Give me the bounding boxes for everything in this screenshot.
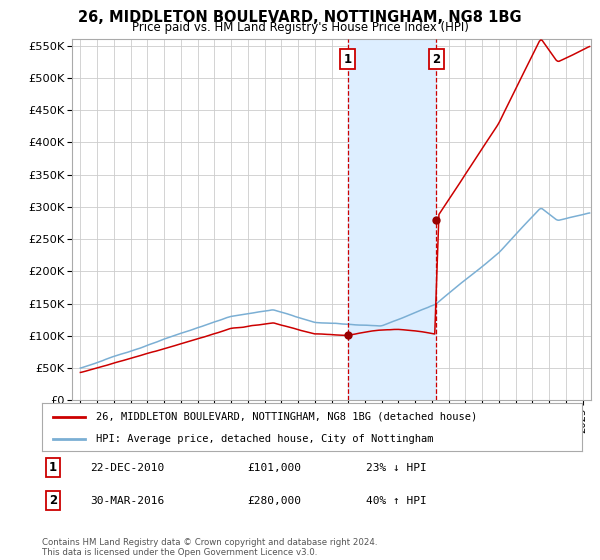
- Text: 40% ↑ HPI: 40% ↑ HPI: [366, 496, 427, 506]
- Text: HPI: Average price, detached house, City of Nottingham: HPI: Average price, detached house, City…: [96, 434, 433, 444]
- Text: 26, MIDDLETON BOULEVARD, NOTTINGHAM, NG8 1BG (detached house): 26, MIDDLETON BOULEVARD, NOTTINGHAM, NG8…: [96, 412, 477, 422]
- Text: Contains HM Land Registry data © Crown copyright and database right 2024.
This d: Contains HM Land Registry data © Crown c…: [42, 538, 377, 557]
- Text: 22-DEC-2010: 22-DEC-2010: [91, 463, 165, 473]
- Text: 23% ↓ HPI: 23% ↓ HPI: [366, 463, 427, 473]
- Text: 2: 2: [432, 53, 440, 66]
- Text: 1: 1: [344, 53, 352, 66]
- Text: £101,000: £101,000: [247, 463, 301, 473]
- Text: 2: 2: [49, 494, 57, 507]
- Text: 26, MIDDLETON BOULEVARD, NOTTINGHAM, NG8 1BG: 26, MIDDLETON BOULEVARD, NOTTINGHAM, NG8…: [78, 10, 522, 25]
- Text: £280,000: £280,000: [247, 496, 301, 506]
- Text: Price paid vs. HM Land Registry's House Price Index (HPI): Price paid vs. HM Land Registry's House …: [131, 21, 469, 34]
- Text: 1: 1: [49, 461, 57, 474]
- Text: 30-MAR-2016: 30-MAR-2016: [91, 496, 165, 506]
